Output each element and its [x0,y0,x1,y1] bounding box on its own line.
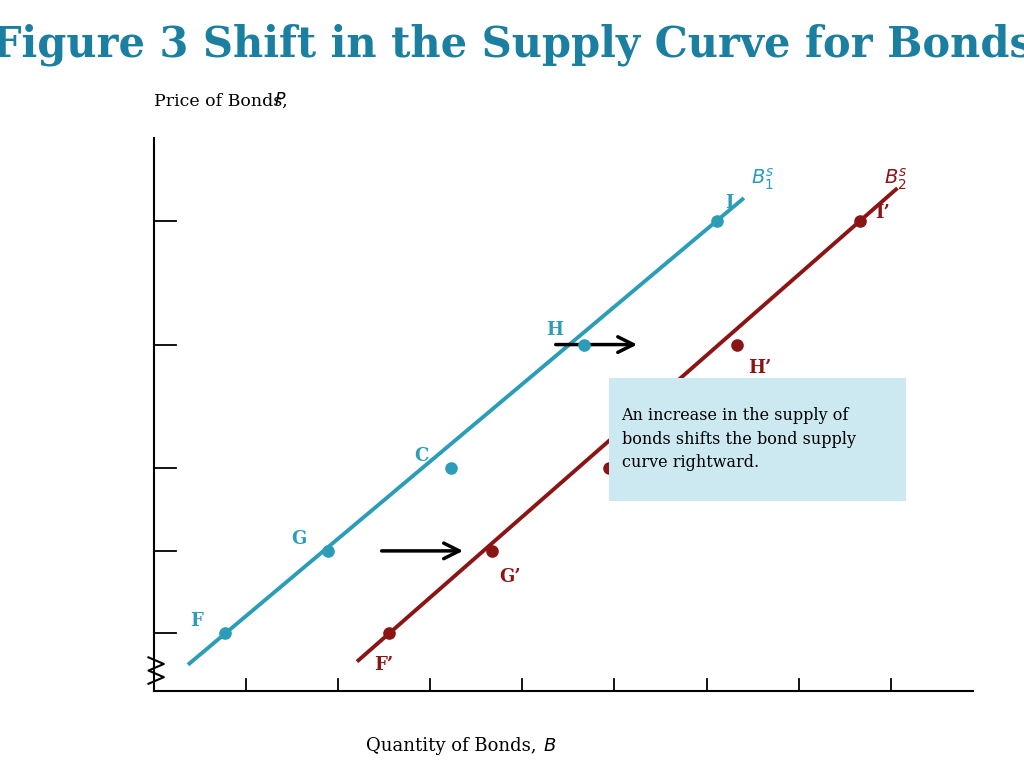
Text: C’: C’ [622,482,642,501]
Text: C: C [415,447,429,465]
Text: H: H [547,321,563,339]
Text: H’: H’ [749,359,771,376]
Text: G’: G’ [499,568,521,586]
Point [575,339,592,351]
Point [852,214,868,227]
Text: I’: I’ [876,204,890,221]
Text: Price of Bonds,: Price of Bonds, [154,92,293,109]
Text: $B$: $B$ [543,737,556,755]
Text: F: F [190,612,203,630]
Text: $B_1^s$: $B_1^s$ [752,167,774,192]
Point [442,462,459,475]
Text: G: G [292,529,306,548]
Point [709,214,725,227]
Text: Quantity of Bonds,: Quantity of Bonds, [367,737,543,755]
Point [601,462,617,475]
Text: F’: F’ [375,656,393,674]
FancyBboxPatch shape [609,378,906,502]
Text: An increase in the supply of
bonds shifts the bond supply
curve rightward.: An increase in the supply of bonds shift… [622,408,856,472]
Point [319,545,336,557]
Text: I: I [725,194,733,212]
Point [381,627,397,640]
Point [217,627,233,640]
Point [729,339,745,351]
Point [483,545,500,557]
Text: $B_2^s$: $B_2^s$ [885,167,907,192]
Text: $P$: $P$ [274,92,287,109]
Text: Figure 3 Shift in the Supply Curve for Bonds: Figure 3 Shift in the Supply Curve for B… [0,23,1024,65]
